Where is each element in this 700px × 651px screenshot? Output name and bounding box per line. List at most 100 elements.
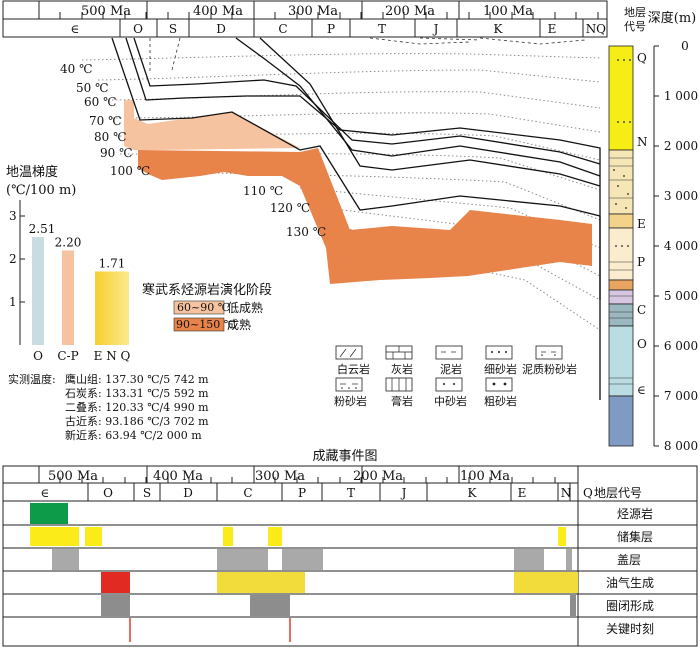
lithology-label: 膏岩 <box>391 394 413 408</box>
isotherm-label: 60 ℃ <box>84 95 117 109</box>
period-label: T <box>378 22 386 36</box>
source-rock-bar <box>30 503 68 524</box>
mature-zone <box>138 148 592 284</box>
reservoir-bar <box>558 527 566 546</box>
strata-column: Q N E P C O ∈ <box>608 45 648 447</box>
gradient-value-label: 1.71 <box>99 256 126 270</box>
strata-c <box>608 303 634 327</box>
trap-bar <box>101 595 130 616</box>
depth-tick: 5 000 <box>664 289 698 303</box>
period-label: K <box>494 22 504 36</box>
event-row-label: 油气生成 <box>606 575 654 590</box>
column-letter: ∈ <box>637 383 646 397</box>
lithology-legend: 白云岩 灰岩 泥岩 细砂岩 泥质粉砂岩 粉砂岩 膏岩 中砂岩 粗砂岩 <box>334 345 577 408</box>
strata-n <box>608 149 634 215</box>
gradient-unit: (℃/100 m) <box>6 183 76 198</box>
time-label: 300 Ma <box>255 469 305 484</box>
isotherm-label: 70 ℃ <box>89 114 122 128</box>
gradient-tick: 1 <box>9 295 17 309</box>
strata-o <box>608 325 634 397</box>
stage-desc: 低成熟 <box>227 300 263 315</box>
coarse-sandstone-swatch <box>485 377 513 392</box>
strata-code-text: 地层 <box>624 6 646 19</box>
gradient-bar <box>95 271 129 345</box>
period-label: Q <box>583 486 593 500</box>
mudstone-swatch <box>435 345 463 360</box>
measured-row: 石炭系: 133.31 ℃/5 592 m <box>65 387 209 400</box>
event-row-label: 圈闭形成 <box>606 599 654 613</box>
strata-e-top <box>608 213 634 229</box>
event-row-label: 烃源岩 <box>617 506 653 521</box>
depth-tick: 8 000 <box>664 439 698 453</box>
measured-row: 鹰山组: 137.30 ℃/5 742 m <box>65 372 209 386</box>
time-label: 400 Ma <box>193 4 243 19</box>
period-label: D <box>183 486 193 500</box>
low-mature-swatch <box>173 300 225 315</box>
measured-temps: 实测温度: 鹰山组: 137.30 ℃/5 742 m 石炭系: 133.31 … <box>8 372 209 442</box>
strata-p-top <box>608 279 634 291</box>
period-label: D <box>216 22 226 36</box>
depth-tick: 2 000 <box>664 139 698 153</box>
reservoir-bar <box>268 527 282 546</box>
isotherm-label: 120 ℃ <box>270 201 310 215</box>
event-row-label: 储集层 <box>617 529 653 544</box>
dolomite-swatch <box>335 345 363 360</box>
column-letter: E <box>637 217 646 231</box>
period-label: K <box>468 486 478 500</box>
event-row-label: 盖层 <box>617 553 641 567</box>
lithology-label: 灰岩 <box>391 362 413 376</box>
period-label: S <box>143 486 151 500</box>
period-label: C <box>278 22 287 36</box>
gradient-title: 地温梯度 <box>6 164 58 180</box>
trap-bar <box>570 595 576 616</box>
reservoir-bar <box>30 527 79 546</box>
isotherm-label: 80 ℃ <box>94 130 127 144</box>
gradient-category-label: C-P <box>57 349 78 363</box>
mature-swatch <box>173 317 225 332</box>
seal-bar <box>282 549 323 570</box>
strata-cambrian <box>608 395 634 447</box>
period-label: C <box>243 486 252 500</box>
trap-bar <box>250 595 290 616</box>
measured-row: 新近系: 63.94 ℃/2 000 m <box>65 428 202 442</box>
measured-title: 实测温度: <box>8 372 56 386</box>
stage-legend-title: 寒武系烃源岩演化阶段 <box>142 282 272 298</box>
gradient-chart: 地温梯度 (℃/100 m) 3 2 1 2.51 O 2.20 C-P 1.71 E N… <box>6 164 131 363</box>
period-label: J <box>432 22 439 36</box>
lithology-label: 泥质粉砂岩 <box>522 362 577 376</box>
isotherm-label: 130 ℃ <box>286 225 326 239</box>
time-label: 500 Ma <box>48 469 98 484</box>
argillaceous-siltstone-swatch <box>535 345 563 360</box>
period-label: ∈ <box>41 486 50 500</box>
stage-range: 60~90 ℃ <box>177 301 230 314</box>
generation-bar <box>101 572 130 593</box>
generation-bar <box>514 572 578 593</box>
depth-tick: 6 000 <box>664 339 698 353</box>
lithology-label: 中砂岩 <box>434 394 467 408</box>
seal-bar <box>514 549 544 570</box>
strata-code-text: 代号 <box>624 20 646 33</box>
column-letter: C <box>637 303 646 317</box>
time-label: 500 Ma <box>81 4 131 19</box>
seal-bar <box>566 549 572 570</box>
generation-bar <box>217 572 305 593</box>
depth-tick: 4 000 <box>664 239 698 253</box>
lithology-label: 白云岩 <box>337 362 370 376</box>
strata-code-line2: 代号 <box>624 20 646 33</box>
isotherm-label: 110 ℃ <box>243 184 283 198</box>
column-letter: O <box>637 337 647 351</box>
gradient-value-label: 2.20 <box>55 235 82 249</box>
reservoir-bar <box>223 527 233 546</box>
siltstone-swatch <box>335 377 363 392</box>
events-chart: 500 Ma 400 Ma 300 Ma 200 Ma 100 Ma ∈ O S… <box>2 465 698 647</box>
gradient-bar <box>62 250 74 345</box>
period-label: J <box>400 486 407 500</box>
gradient-bar <box>32 237 44 345</box>
top-header: 500 Ma 400 Ma 300 Ma 200 Ma 100 Ma ∈ O S… <box>2 0 608 38</box>
time-label: 300 Ma <box>288 4 338 19</box>
lithology-label: 泥岩 <box>440 362 462 376</box>
depth-tick: 1 000 <box>664 89 698 103</box>
period-label: P <box>327 22 335 36</box>
measured-row: 二叠系: 120.33 ℃/4 990 m <box>65 401 209 414</box>
